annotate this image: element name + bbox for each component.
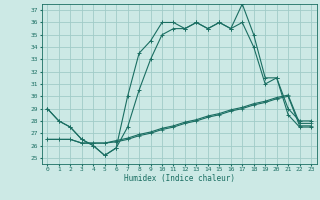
X-axis label: Humidex (Indice chaleur): Humidex (Indice chaleur) xyxy=(124,174,235,183)
